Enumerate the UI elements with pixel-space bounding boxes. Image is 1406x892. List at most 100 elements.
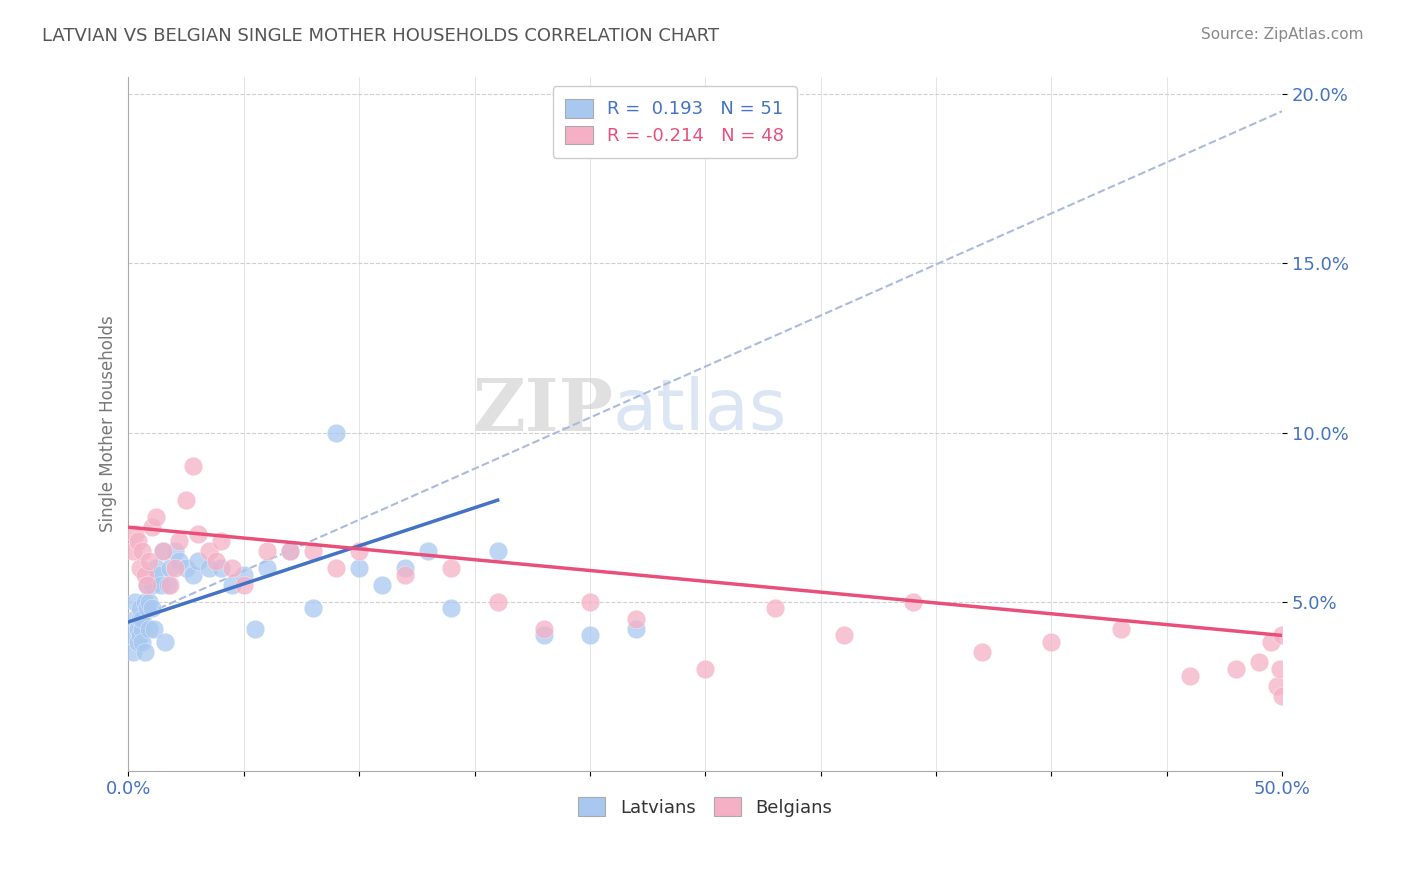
Point [145,561,167,575]
Y-axis label: Single Mother Households: Single Mother Households [100,316,117,533]
Point [209,561,232,575]
Point [1267,679,1289,693]
Point [624,611,647,625]
Point [972,645,994,659]
Point [440,561,463,575]
Point [418,544,440,558]
Point [120,628,142,642]
Point [127,622,149,636]
Point [122,544,145,558]
Point [187,527,209,541]
Point [124,594,146,608]
Point [232,577,254,591]
Point [181,567,204,582]
Point [156,577,179,591]
Point [1178,669,1201,683]
Point [129,611,152,625]
Text: ZIP: ZIP [472,375,613,446]
Point [579,628,602,642]
Point [136,577,159,591]
Point [167,533,190,548]
Point [131,544,153,558]
Point [167,554,190,568]
Point [155,635,177,649]
Legend: Latvians, Belgians: Latvians, Belgians [571,790,839,824]
Point [129,601,152,615]
Point [533,628,555,642]
Point [695,662,717,676]
Point [138,554,160,568]
Point [832,628,855,642]
Point [486,594,509,608]
Point [129,561,152,575]
Point [486,544,509,558]
Point [371,577,394,591]
Point [129,628,152,642]
Point [1040,635,1063,649]
Point [142,622,165,636]
Point [141,520,163,534]
Point [624,622,647,636]
Point [181,459,204,474]
Point [149,577,172,591]
Point [174,493,197,508]
Point [163,561,186,575]
Point [278,544,301,558]
Point [1247,656,1270,670]
Point [148,567,170,582]
Point [159,577,181,591]
Point [1268,662,1291,676]
Point [198,561,221,575]
Point [302,601,325,615]
Point [134,594,156,608]
Point [131,622,153,636]
Point [1260,635,1282,649]
Point [579,594,602,608]
Point [221,561,243,575]
Point [394,567,416,582]
Point [127,635,149,649]
Point [163,544,186,558]
Point [141,577,163,591]
Point [198,544,221,558]
Point [302,544,325,558]
Point [187,554,209,568]
Point [152,544,174,558]
Point [145,510,167,524]
Point [325,425,347,440]
Text: Source: ZipAtlas.com: Source: ZipAtlas.com [1201,27,1364,42]
Point [205,554,228,568]
Point [131,635,153,649]
Point [533,622,555,636]
Point [278,544,301,558]
Point [245,622,267,636]
Point [159,561,181,575]
Point [440,601,463,615]
Point [127,533,149,548]
Point [138,622,160,636]
Text: atlas: atlas [613,376,787,445]
Point [1271,628,1294,642]
Point [141,601,163,615]
Point [131,611,153,625]
Point [134,645,156,659]
Point [138,594,160,608]
Point [232,567,254,582]
Point [124,527,146,541]
Point [124,611,146,625]
Point [136,577,159,591]
Point [1109,622,1132,636]
Point [174,561,197,575]
Text: LATVIAN VS BELGIAN SINGLE MOTHER HOUSEHOLDS CORRELATION CHART: LATVIAN VS BELGIAN SINGLE MOTHER HOUSEHO… [42,27,720,45]
Point [1225,662,1247,676]
Point [394,561,416,575]
Point [325,561,347,575]
Point [152,544,174,558]
Point [209,533,232,548]
Point [134,567,156,582]
Point [221,577,243,591]
Point [122,645,145,659]
Point [347,561,370,575]
Point [136,601,159,615]
Point [763,601,786,615]
